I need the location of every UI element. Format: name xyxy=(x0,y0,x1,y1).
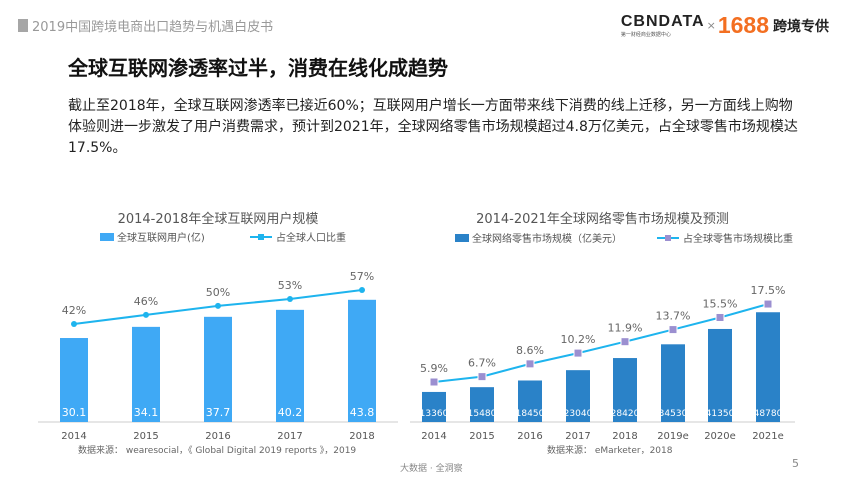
line-data-label: 8.6% xyxy=(516,344,544,357)
chart-title: 2014-2018年全球互联网用户规模 xyxy=(118,211,319,227)
cbndata-logo: CBNDATA xyxy=(620,13,705,30)
footer-text: 大数据 · 全洞察 xyxy=(400,464,463,474)
line-data-label: 5.9% xyxy=(420,362,448,375)
logo-brand2: 跨境专供 xyxy=(773,18,829,35)
bar-data-label: 30.1 xyxy=(62,406,87,419)
bar-data-label: 23040 xyxy=(564,409,593,419)
line-marker xyxy=(573,348,583,358)
x-tick-label: 2020e xyxy=(704,431,736,442)
bar-data-label: 40.2 xyxy=(278,406,303,419)
line-marker xyxy=(525,359,535,369)
bar xyxy=(756,312,780,422)
x-tick-label: 2014 xyxy=(421,431,446,442)
logo-x: × xyxy=(706,19,716,32)
x-tick-label: 2017 xyxy=(277,431,302,442)
line-data-label: 15.5% xyxy=(703,297,738,310)
line-data-label: 42% xyxy=(62,304,86,317)
bar xyxy=(661,344,685,422)
x-tick-label: 2018 xyxy=(349,431,374,442)
report-header: 2019中国跨境电商出口趋势与机遇白皮书 xyxy=(18,16,273,35)
bar xyxy=(132,326,160,422)
x-tick-label: 2021e xyxy=(752,431,784,442)
legend-line-marker xyxy=(665,235,671,241)
bar xyxy=(613,358,637,422)
x-tick-label: 2017 xyxy=(565,431,590,442)
bar xyxy=(708,328,732,422)
bar-data-label: 15480 xyxy=(468,409,497,419)
legend-bar-label: 全球网络零售市场规模（亿美元） xyxy=(472,232,622,245)
line-series xyxy=(433,303,769,383)
line-data-label: 6.7% xyxy=(468,357,496,370)
logo: CBNDATA 第一财经商业数据中心 × 1688 跨境专供 xyxy=(621,12,829,39)
bar xyxy=(348,299,376,422)
legend-line-label: 占全球人口比重 xyxy=(276,231,346,244)
line-marker xyxy=(71,321,77,327)
bar xyxy=(276,309,304,422)
legend-bar-swatch xyxy=(455,234,469,242)
x-tick-label: 2016 xyxy=(205,431,230,442)
line-marker xyxy=(359,286,365,293)
line-data-label: 46% xyxy=(134,295,158,308)
line-marker xyxy=(763,299,773,309)
line-marker xyxy=(668,325,678,335)
line-data-label: 13.7% xyxy=(656,310,691,323)
bar-data-label: 48780 xyxy=(754,409,783,419)
legend-bar-swatch xyxy=(100,233,114,241)
x-tick-label: 2016 xyxy=(517,431,542,442)
chart-title: 2014-2021年全球网络零售市场规模及预测 xyxy=(476,211,729,227)
bar-data-label: 37.7 xyxy=(206,406,231,419)
bar-data-label: 41350 xyxy=(706,409,735,419)
x-tick-label: 2018 xyxy=(612,431,637,442)
x-tick-label: 2014 xyxy=(61,431,86,442)
cbndata-sub: 第一财经商业数据中心 xyxy=(620,32,671,38)
x-tick-label: 2019e xyxy=(657,431,689,442)
bar-data-label: 43.8 xyxy=(350,406,375,419)
line-data-label: 17.5% xyxy=(751,284,786,297)
x-tick-label: 2015 xyxy=(469,431,494,442)
page-title: 全球互联网渗透率过半，消费在线化成趋势 xyxy=(68,56,448,80)
logo-1688: 1688 xyxy=(717,12,769,38)
bar xyxy=(60,338,88,422)
bar-data-label: 28420 xyxy=(611,409,640,419)
intro-text: 截止至2018年，全球互联网渗透率已接近60%；互联网用户增长一方面带来线下消费… xyxy=(68,98,798,156)
bar xyxy=(422,391,446,422)
line-data-label: 53% xyxy=(278,279,302,292)
bar xyxy=(470,387,494,422)
bar-data-label: 13360 xyxy=(420,409,449,419)
line-marker xyxy=(143,311,149,318)
header-square-icon xyxy=(18,19,28,32)
bar xyxy=(204,316,232,422)
page-number: 5 xyxy=(792,457,799,470)
legend-bar-label: 全球互联网用户(亿) xyxy=(117,231,205,244)
line-data-label: 11.9% xyxy=(608,322,643,335)
chart-source: 数据来源： wearesocial，《 Global Digital 2019 … xyxy=(78,444,356,456)
bar-data-label: 18450 xyxy=(516,409,545,419)
line-marker xyxy=(287,296,293,303)
line-marker xyxy=(620,337,630,347)
line-data-label: 57% xyxy=(350,270,374,283)
bar xyxy=(518,380,542,422)
bar-data-label: 34.1 xyxy=(134,406,159,419)
report-title: 2019中国跨境电商出口趋势与机遇白皮书 xyxy=(32,20,274,35)
bar-data-label: 34530 xyxy=(659,409,688,419)
line-marker xyxy=(477,372,487,382)
line-data-label: 10.2% xyxy=(561,333,596,346)
line-marker xyxy=(429,377,439,387)
x-tick-label: 2015 xyxy=(133,431,158,442)
legend-line-marker xyxy=(258,234,264,240)
line-data-label: 50% xyxy=(206,286,230,299)
chart-source: 数据来源： eMarketer，2018 xyxy=(547,444,673,456)
bar xyxy=(566,370,590,422)
legend-line-label: 占全球零售市场规模比重 xyxy=(683,232,793,245)
line-marker xyxy=(715,312,725,322)
line-marker xyxy=(215,302,221,309)
